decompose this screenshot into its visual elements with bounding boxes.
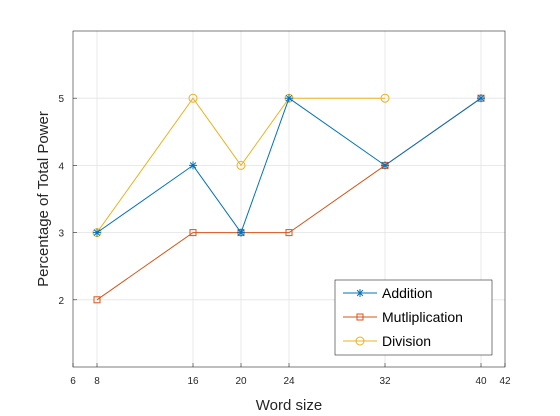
data-point-mutliplication	[93, 296, 101, 304]
legend-marker-addition	[356, 289, 364, 297]
legend-label: Mutliplication	[382, 309, 463, 325]
legend[interactable]: Addition Mutliplication Division	[334, 279, 493, 356]
series-layer	[92, 93, 485, 304]
legend-label: Addition	[382, 285, 433, 301]
x-tick-label: 8	[94, 376, 100, 387]
legend-item-division[interactable]: Division	[343, 333, 431, 349]
series-line-addition	[96, 97, 482, 234]
data-point-addition	[93, 228, 101, 237]
legend-marker-mutliplication	[356, 313, 364, 321]
data-point-mutliplication	[189, 229, 197, 237]
x-tick-label: 20	[235, 376, 247, 387]
data-point-addition	[189, 161, 197, 170]
y-tick-label: 5	[58, 94, 64, 105]
x-tick-label: 42	[499, 376, 511, 387]
legend-item-addition[interactable]: Addition	[343, 285, 433, 301]
data-point-addition	[477, 94, 485, 103]
data-point-division	[236, 160, 246, 170]
x-tick-label: 32	[379, 376, 391, 387]
x-tick-label: 40	[475, 376, 487, 387]
data-point-division	[380, 93, 390, 103]
y-tick-label: 2	[58, 296, 64, 307]
x-axis-label: Word size	[256, 397, 322, 414]
legend-item-mutliplication[interactable]: Mutliplication	[343, 309, 463, 325]
series-addition	[93, 94, 485, 237]
data-point-addition	[285, 94, 293, 103]
data-point-addition	[381, 161, 389, 170]
data-point-addition	[237, 228, 245, 237]
y-tick-label: 3	[58, 229, 64, 240]
data-point-mutliplication	[285, 229, 293, 237]
x-tick-label: 24	[283, 376, 295, 387]
y-axis-label: Percentage of Total Power	[35, 111, 52, 287]
series-line-division	[96, 97, 385, 233]
grid-lines	[73, 31, 505, 367]
legend-marker-division	[355, 336, 365, 346]
y-tick-label: 4	[58, 161, 64, 172]
x-tick-label: 16	[187, 376, 199, 387]
x-tick-label: 6	[70, 376, 76, 387]
data-point-division	[188, 93, 198, 103]
legend-label: Division	[382, 333, 431, 349]
